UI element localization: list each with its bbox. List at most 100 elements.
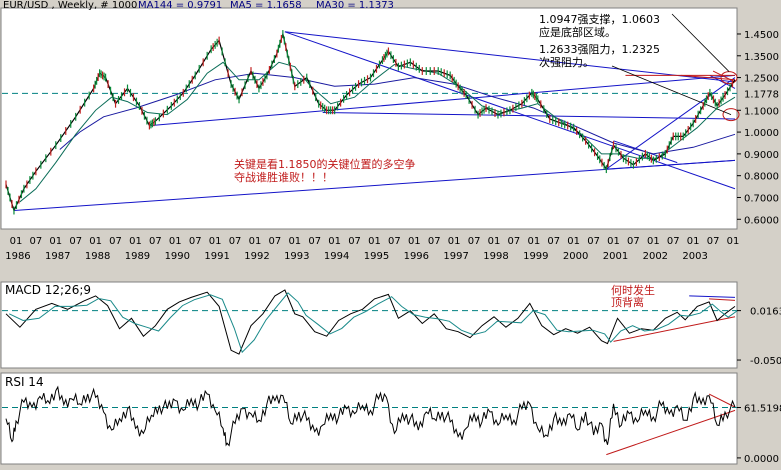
x-month-label: 01: [49, 236, 62, 247]
annotation-pointer: [611, 65, 732, 116]
annotation-resistance-2: 次强阻力。: [539, 55, 594, 69]
price-red-line: [712, 70, 736, 83]
chart-header-symbol: EUR/USD , Weekly, # 1000: [3, 0, 137, 11]
x-month-label: 07: [428, 236, 441, 247]
price-trend-line: [606, 159, 736, 170]
x-month-label: 01: [209, 236, 222, 247]
x-month-label: 07: [707, 236, 720, 247]
annotation-key-level-2: 夺战谁胜谁败！！！: [234, 170, 333, 184]
macd-divergence-line: [613, 316, 736, 342]
x-month-label: 01: [288, 236, 301, 247]
x-month-label: 01: [527, 236, 540, 247]
price-red-line: [681, 74, 736, 81]
x-year-label: 1999: [523, 251, 548, 262]
x-month-label: 07: [667, 236, 680, 247]
rsi-title: RSI 14: [5, 375, 44, 389]
x-month-label: 01: [687, 236, 700, 247]
macd-title: MACD 12;26;9: [5, 283, 91, 297]
x-month-label: 01: [328, 236, 341, 247]
macd-annotation-1: 何时发生: [611, 283, 655, 297]
x-year-label: 1995: [364, 251, 389, 262]
price-y-tick-label: 0.8000: [744, 172, 779, 183]
annotation-support-1: 1.0947强支撑，1.0603: [539, 12, 660, 26]
x-year-label: 1996: [404, 251, 429, 262]
x-month-label: 07: [269, 236, 282, 247]
price-y-tick-label: 1.1000: [744, 106, 779, 117]
x-year-label: 1988: [85, 251, 110, 262]
annotation-pointer: [671, 13, 730, 72]
price-y-tick-label: 0.9000: [744, 150, 779, 161]
x-year-label: 1998: [483, 251, 508, 262]
x-month-label: 01: [89, 236, 102, 247]
macd-divergence-line: [689, 295, 736, 298]
rsi-divergence-line: [606, 409, 736, 456]
price-y-tick-label: 1.3500: [744, 52, 779, 63]
price-trend-line: [284, 31, 736, 83]
x-month-label: 01: [448, 236, 461, 247]
rsi-y-tick-label: 61.5198: [744, 404, 781, 415]
annotation-key-level-1: 关键是看1.1850的关键位置的多空争: [234, 157, 416, 171]
x-month-label: 07: [229, 236, 242, 247]
x-month-label: 01: [10, 236, 23, 247]
x-month-label: 07: [388, 236, 401, 247]
rsi-line: [5, 385, 736, 447]
price-y-tick-label: 1.2500: [744, 74, 779, 85]
macd-divergence-line: [709, 298, 736, 301]
price-current-value-box: [739, 87, 781, 100]
x-month-label: 07: [189, 236, 202, 247]
x-month-label: 01: [249, 236, 262, 247]
x-year-label: 1992: [244, 251, 269, 262]
annotation-support-2: 应是底部区域。: [539, 25, 616, 39]
x-month-label: 01: [607, 236, 620, 247]
macd-y-tick-label: -0.0500: [750, 356, 781, 367]
x-month-label: 01: [488, 236, 501, 247]
x-year-label: 1989: [125, 251, 150, 262]
x-year-label: 1994: [324, 251, 349, 262]
macd-signal-line: [8, 292, 739, 354]
x-year-label: 1987: [45, 251, 70, 262]
x-month-label: 07: [547, 236, 560, 247]
price-current-value-label: 1.1778: [744, 89, 779, 100]
x-month-label: 07: [308, 236, 321, 247]
chart-header-ma144: MA144 = 0.9791: [138, 0, 222, 11]
x-month-label: 07: [468, 236, 481, 247]
macd-y-tick-label: 0.0163: [750, 307, 781, 318]
price-y-tick-label: 0.6000: [744, 215, 779, 226]
x-month-label: 01: [647, 236, 660, 247]
chart-header-ma5: MA5 = 1.1658: [230, 0, 302, 11]
rsi-panel-bg: [0, 372, 738, 465]
x-year-label: 1997: [443, 251, 468, 262]
rsi-divergence-line: [708, 393, 736, 408]
x-month-label: 01: [408, 236, 421, 247]
x-month-label: 07: [348, 236, 361, 247]
price-trend-line: [606, 77, 736, 170]
price-trend-line: [322, 111, 736, 120]
x-month-label: 07: [109, 236, 122, 247]
x-year-label: 2002: [643, 251, 668, 262]
x-month-label: 01: [567, 236, 580, 247]
price-y-tick-label: 1.4500: [744, 30, 779, 41]
price-panel-bg: [0, 7, 738, 230]
x-month-label: 01: [169, 236, 182, 247]
price-highlight-circle: [722, 108, 740, 122]
price-y-tick-label: 0.7000: [744, 193, 779, 204]
x-year-label: 1993: [284, 251, 309, 262]
x-year-label: 2000: [563, 251, 588, 262]
x-month-label: 07: [30, 236, 43, 247]
price-y-tick-label: 1.0000: [744, 128, 779, 139]
x-year-label: 1991: [204, 251, 229, 262]
x-month-label: 01: [368, 236, 381, 247]
x-year-label: 1986: [5, 251, 30, 262]
x-month-label: 07: [149, 236, 162, 247]
x-month-label: 07: [508, 236, 521, 247]
x-month-label: 07: [69, 236, 82, 247]
x-year-label: 2001: [603, 251, 628, 262]
x-year-label: 2003: [682, 251, 707, 262]
price-ma30-line: [19, 61, 736, 203]
price-trend-line: [151, 74, 736, 127]
annotation-resistance-1: 1.2633强阻力，1.2325: [539, 43, 660, 56]
macd-line: [5, 289, 736, 355]
rsi-y-tick-label: 0.0000: [744, 454, 779, 465]
